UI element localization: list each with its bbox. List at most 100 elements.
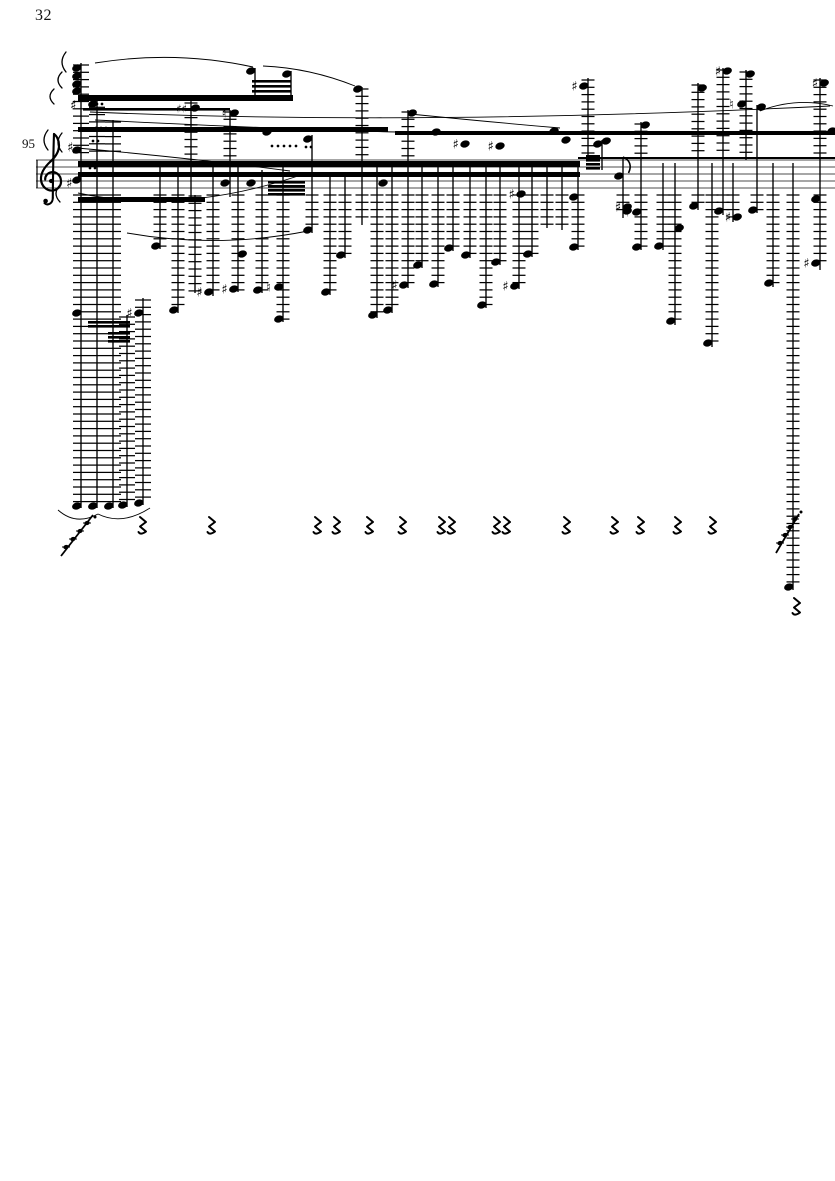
- note-head: [399, 281, 409, 289]
- accidental-sharp: ♯: [571, 80, 577, 95]
- tie-arc: [57, 132, 63, 153]
- note-head: [72, 72, 82, 80]
- note-head: [632, 243, 642, 251]
- accidental-sharp: ♯: [453, 138, 459, 153]
- note-head: [88, 100, 98, 108]
- note-head: [640, 121, 650, 129]
- tremolo-beam: [88, 321, 130, 324]
- slur: [126, 230, 309, 241]
- note-head: [282, 70, 292, 78]
- accidental-sharp: ♯: [66, 177, 72, 192]
- squiggle-rest: [609, 516, 619, 535]
- note-head: [274, 315, 284, 323]
- accidental-natural: ♮: [729, 98, 734, 113]
- note-head: [118, 501, 128, 509]
- accidental-sharp: ♯: [803, 257, 809, 272]
- note-head: [827, 127, 835, 135]
- augmentation-dot: [100, 102, 104, 106]
- squiggle-rest: [672, 516, 682, 535]
- note-head: [169, 306, 179, 314]
- note-head: [714, 207, 724, 215]
- note-head: [253, 286, 263, 294]
- note-head: [72, 309, 82, 317]
- note-head: [353, 85, 363, 93]
- grace-dot: [93, 515, 97, 519]
- note-head: [368, 311, 378, 319]
- slur: [409, 113, 561, 129]
- slur: [97, 507, 151, 520]
- squiggle-rest: [137, 516, 147, 535]
- accidental-sharp: ♯: [812, 77, 818, 92]
- note-head: [764, 279, 774, 287]
- treble-clef-icon: [43, 197, 54, 206]
- tie-arc: [49, 88, 55, 105]
- note-head: [569, 243, 579, 251]
- squiggle-rest: [312, 516, 322, 535]
- note-head: [737, 100, 747, 108]
- note-head: [303, 135, 313, 143]
- slur: [94, 119, 399, 133]
- augmentation-dot: [294, 144, 298, 148]
- accidental-sharp: ♯: [221, 283, 227, 298]
- accidental-sharp: ♯: [725, 211, 731, 226]
- slur: [94, 56, 254, 68]
- note-head: [819, 79, 829, 87]
- note-head: [134, 309, 144, 317]
- squiggle-rest: [206, 516, 216, 535]
- note-head: [722, 67, 732, 75]
- tremolo-beam: [268, 189, 305, 192]
- augmentation-dot: [91, 139, 95, 143]
- note-head: [246, 179, 256, 187]
- note-head: [378, 179, 388, 187]
- beam: [578, 157, 835, 159]
- note-head: [72, 146, 82, 154]
- page-number: 32: [35, 7, 52, 24]
- tremolo-beam: [252, 80, 291, 83]
- note-head: [495, 142, 505, 150]
- note-head: [413, 261, 423, 269]
- augmentation-dot: [304, 145, 308, 149]
- augmentation-dot: [96, 139, 100, 143]
- note-head: [654, 242, 664, 250]
- squiggle-rest: [635, 516, 645, 535]
- accidental-sharp: ♯: [67, 141, 73, 156]
- note-head: [72, 502, 82, 510]
- tremolo-beam: [108, 336, 130, 339]
- measure-number: 95: [22, 136, 35, 151]
- tremolo-beam: [252, 90, 291, 93]
- note-head: [407, 109, 417, 117]
- note-head: [579, 82, 589, 90]
- note-head: [72, 80, 82, 88]
- squiggle-rest: [397, 516, 407, 535]
- note-head: [689, 202, 699, 210]
- augmentation-dot: [270, 144, 274, 148]
- note-head: [756, 103, 766, 111]
- tie-arc: [55, 184, 61, 203]
- augmentation-dot: [276, 144, 280, 148]
- slur: [262, 65, 356, 87]
- note-head: [72, 176, 82, 184]
- tremolo-beam: [586, 167, 600, 170]
- note-head: [745, 70, 755, 78]
- slur: [89, 105, 831, 119]
- augmentation-dot: [288, 144, 292, 148]
- slur: [759, 102, 834, 112]
- accidental-natural: ♮: [266, 281, 271, 296]
- squiggle-rest: [561, 516, 571, 535]
- grace-dot: [799, 510, 803, 514]
- tremolo-beam: [83, 108, 230, 111]
- note-head: [431, 128, 441, 136]
- beam: [78, 172, 580, 177]
- note-head: [190, 104, 200, 112]
- note-head: [601, 137, 611, 145]
- note-head: [697, 84, 707, 92]
- squiggle-rest: [707, 516, 717, 535]
- note-head: [429, 280, 439, 288]
- augmentation-dot: [88, 166, 92, 170]
- note-head: [336, 251, 346, 259]
- note-head: [491, 258, 501, 266]
- treble-clef-icon: [43, 198, 48, 204]
- tremolo-beam: [268, 185, 305, 188]
